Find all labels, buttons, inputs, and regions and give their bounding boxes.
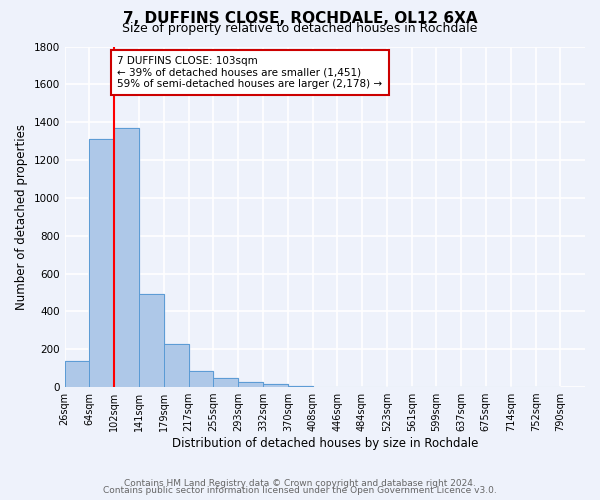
Polygon shape	[114, 128, 139, 387]
X-axis label: Distribution of detached houses by size in Rochdale: Distribution of detached houses by size …	[172, 437, 478, 450]
Text: Contains HM Land Registry data © Crown copyright and database right 2024.: Contains HM Land Registry data © Crown c…	[124, 478, 476, 488]
Polygon shape	[263, 384, 288, 387]
Text: 7 DUFFINS CLOSE: 103sqm
← 39% of detached houses are smaller (1,451)
59% of semi: 7 DUFFINS CLOSE: 103sqm ← 39% of detache…	[117, 56, 382, 89]
Text: 7, DUFFINS CLOSE, ROCHDALE, OL12 6XA: 7, DUFFINS CLOSE, ROCHDALE, OL12 6XA	[122, 11, 478, 26]
Polygon shape	[238, 382, 263, 387]
Polygon shape	[89, 139, 114, 387]
Polygon shape	[65, 360, 89, 387]
Text: Size of property relative to detached houses in Rochdale: Size of property relative to detached ho…	[122, 22, 478, 35]
Polygon shape	[164, 344, 188, 387]
Polygon shape	[139, 294, 164, 387]
Text: Contains public sector information licensed under the Open Government Licence v3: Contains public sector information licen…	[103, 486, 497, 495]
Y-axis label: Number of detached properties: Number of detached properties	[15, 124, 28, 310]
Polygon shape	[288, 386, 313, 387]
Polygon shape	[213, 378, 238, 387]
Polygon shape	[188, 371, 213, 387]
